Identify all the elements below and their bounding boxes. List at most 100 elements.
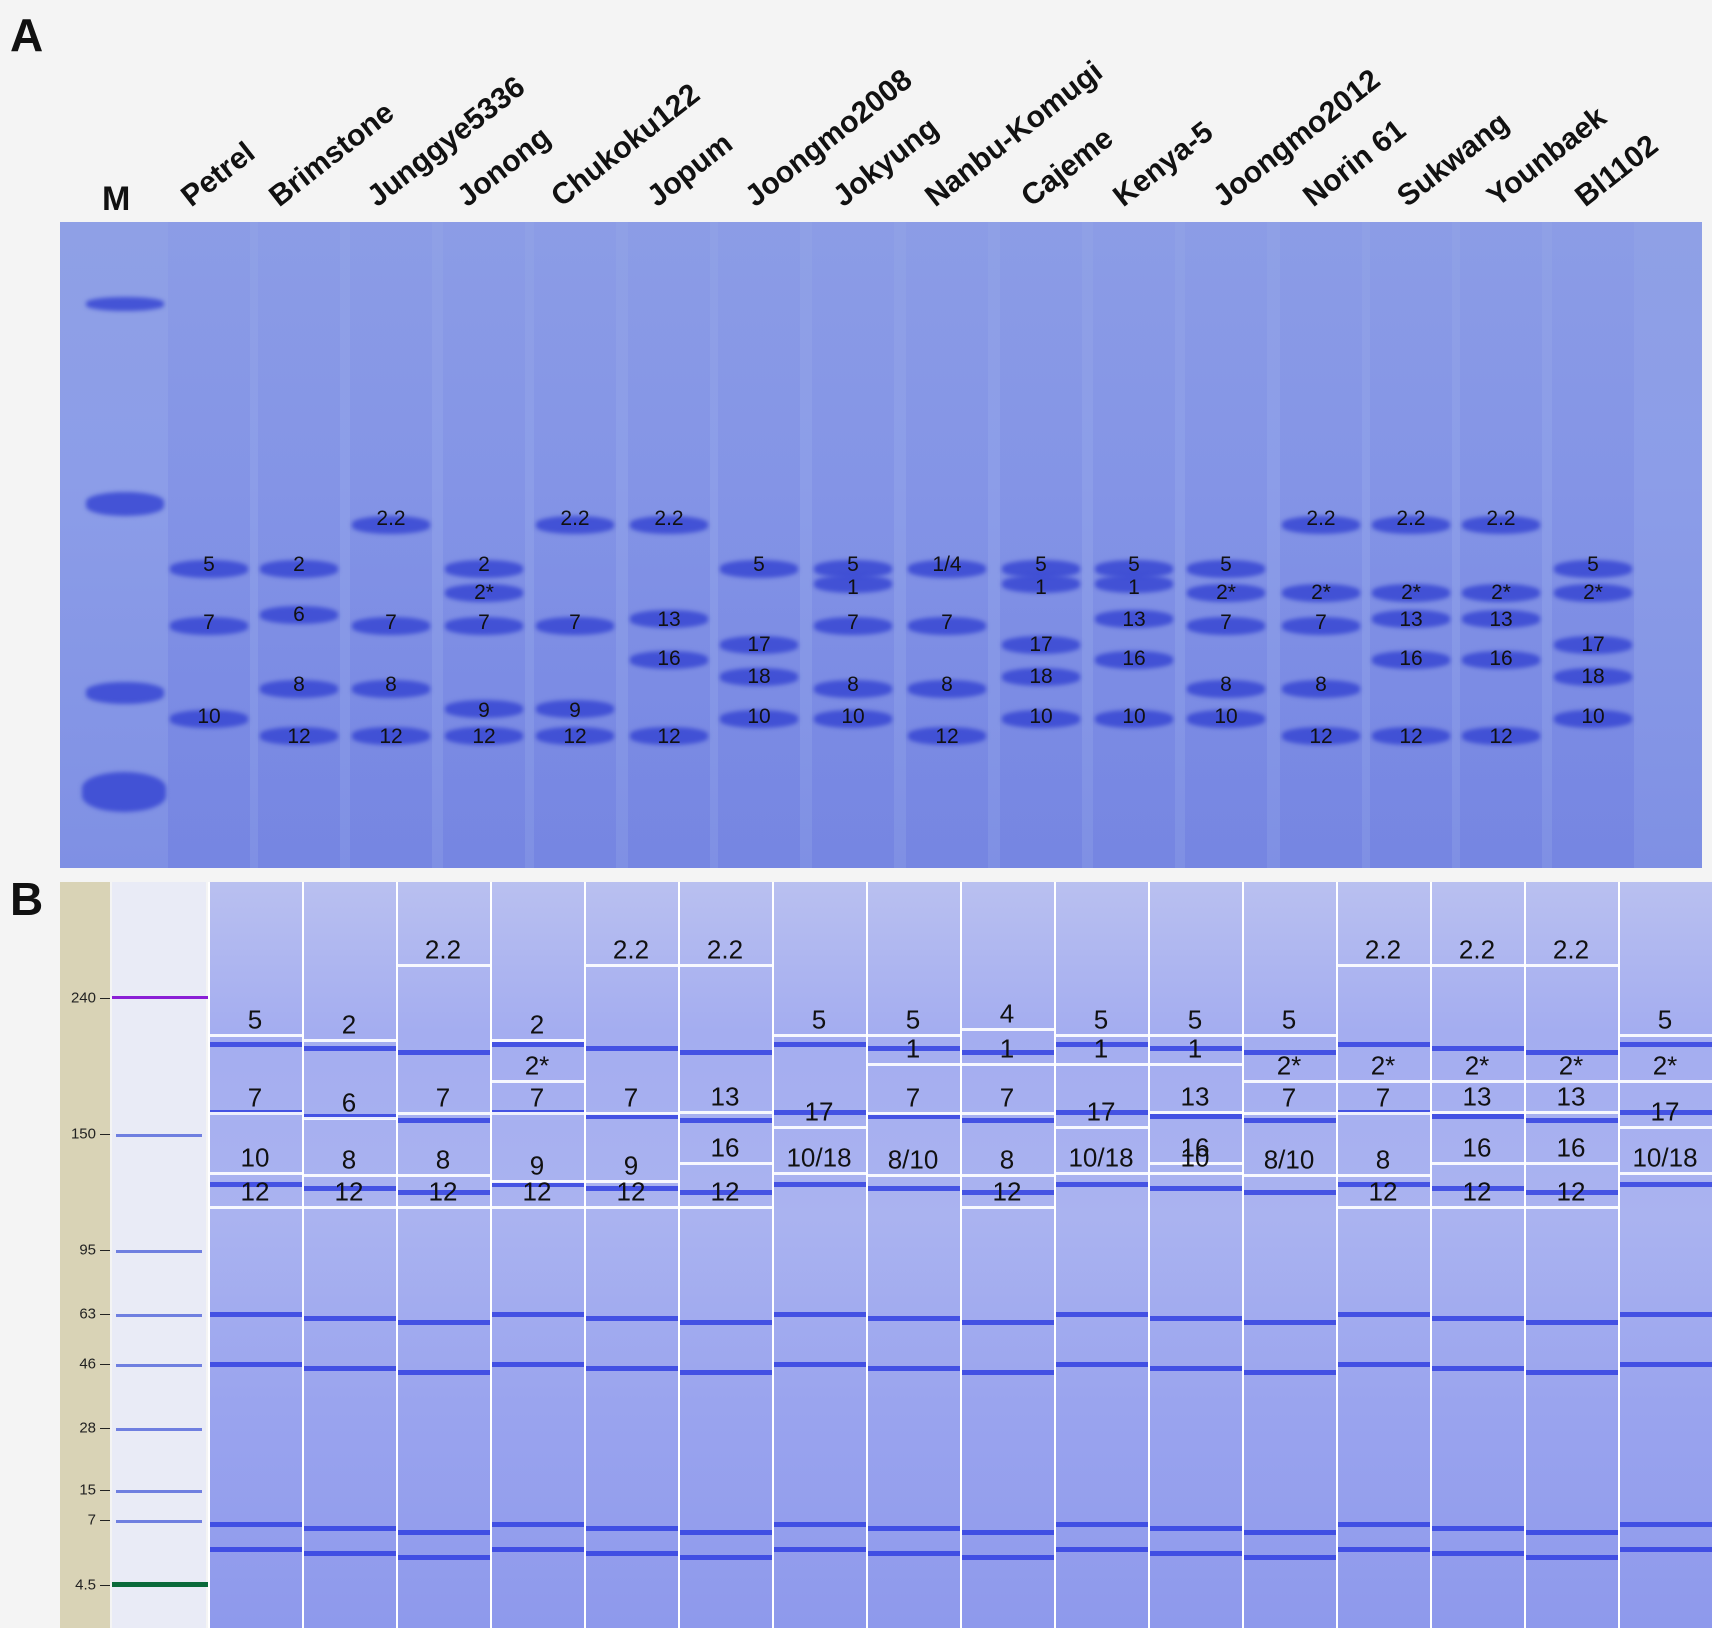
lane-highlight [304, 1174, 396, 1177]
protein-band [170, 710, 248, 728]
protein-band [1462, 651, 1540, 669]
band-label: 12 [657, 725, 681, 748]
band-label: 5 [1187, 1004, 1203, 1035]
protein-band [445, 727, 523, 745]
band-label: 5 [1093, 1004, 1109, 1035]
band-label: 2.2 [560, 507, 590, 530]
band-label: 17 [747, 633, 771, 656]
lane-band [1432, 1046, 1524, 1051]
band-label: 8/10 [887, 1144, 939, 1175]
lane-band [1244, 1190, 1336, 1195]
lane-band [586, 1316, 678, 1321]
band-label: 1 [847, 576, 859, 599]
protein-band [720, 710, 798, 728]
gel-image-a: 5 7 10 2 6 8 12 2.2 7 8 12 2 2* 7 9 12 2.2 7 9 12 2.2 13 16 12 5… [60, 222, 1702, 868]
lane-band [304, 1526, 396, 1531]
protein-band [1095, 651, 1173, 669]
axis-tick-label: 63 [79, 1305, 96, 1323]
band-label: 12 [522, 1176, 552, 1207]
band-label: 5 [905, 1004, 921, 1035]
band-label: 5 [1128, 553, 1140, 576]
band-label: 1 [905, 1033, 921, 1064]
capillary-lane [866, 882, 960, 1628]
band-label: 8 [385, 673, 397, 696]
lane-band [1620, 1362, 1712, 1367]
band-label: 10 [841, 705, 865, 728]
lane-band [1150, 1186, 1242, 1191]
band-label: 12 [1399, 725, 1423, 748]
lane-highlight [868, 1034, 960, 1037]
band-label: 13 [1462, 1081, 1492, 1112]
band-label: 2.2 [654, 507, 684, 530]
band-label: 13 [1180, 1081, 1210, 1112]
lane-band [1432, 1551, 1524, 1556]
axis-tick-label: 7 [87, 1511, 96, 1529]
capillary-lane [1430, 882, 1524, 1628]
lane-band [774, 1182, 866, 1187]
lane-band [868, 1046, 960, 1051]
band-label: 12 [472, 725, 496, 748]
lane-band [1432, 1186, 1524, 1191]
lane-highlight [680, 1206, 772, 1209]
protein-band [1095, 610, 1173, 628]
lane-band [1056, 1042, 1148, 1047]
lane-highlight [1056, 1034, 1148, 1037]
band-label: 12 [710, 1176, 740, 1207]
lane-highlight [1150, 1162, 1242, 1165]
lane-highlight [1620, 1080, 1712, 1083]
band-label: 2.2 [706, 934, 744, 965]
lane-highlight [1338, 1206, 1430, 1209]
protein-band [1002, 710, 1080, 728]
band-label: 8 [1315, 673, 1327, 696]
band-label: 10 [240, 1142, 270, 1173]
lane-highlight [680, 964, 772, 967]
protein-band [630, 610, 708, 628]
marker-band [86, 492, 164, 516]
band-label: 5 [847, 553, 859, 576]
lane-band [492, 1312, 584, 1317]
lane-highlight [868, 1112, 960, 1115]
band-label: 12 [935, 725, 959, 748]
band-label: 13 [710, 1081, 740, 1112]
lane-band [398, 1118, 490, 1123]
lane-highlight [1056, 1063, 1148, 1066]
protein-band [260, 727, 338, 745]
band-label: 1 [1187, 1033, 1203, 1064]
band-label: 7 [529, 1082, 545, 1113]
capillary-lane [1336, 882, 1430, 1628]
band-label: 13 [1556, 1081, 1586, 1112]
protein-band [1282, 680, 1360, 698]
protein-band [1187, 617, 1265, 635]
lane-band [1244, 1320, 1336, 1325]
band-label: 7 [478, 611, 490, 634]
lane-highlight [210, 1034, 302, 1037]
band-label: 8 [341, 1144, 357, 1175]
band-label: 4 [999, 998, 1015, 1029]
protein-band [1554, 636, 1632, 654]
protein-band [908, 617, 986, 635]
gel-lane [718, 222, 800, 868]
protein-band [1187, 560, 1265, 578]
band-label: 16 [1122, 647, 1146, 670]
band-label: 2 [341, 1009, 357, 1040]
band-label: 2.2 [424, 934, 462, 965]
marker-band [86, 682, 164, 704]
band-label: 16 [1556, 1132, 1586, 1163]
band-label: 2* [474, 581, 494, 604]
band-label: 7 [247, 1082, 263, 1113]
lane-band [962, 1118, 1054, 1123]
lane-band [398, 1190, 490, 1195]
gel-lane [1460, 222, 1542, 868]
lane-band [1338, 1522, 1430, 1527]
panel-a-letter: A [10, 9, 44, 61]
band-label: 10/18 [1068, 1142, 1134, 1173]
protein-band [1554, 710, 1632, 728]
band-label: 7 [569, 611, 581, 634]
capillary-lane [1148, 882, 1242, 1628]
axis-tick-label: 150 [70, 1125, 96, 1143]
band-label: 8 [1220, 673, 1232, 696]
lane-highlight [1432, 964, 1524, 967]
band-label: 13 [657, 608, 681, 631]
band-label: 17 [1650, 1096, 1680, 1127]
lane-highlight [868, 1174, 960, 1177]
